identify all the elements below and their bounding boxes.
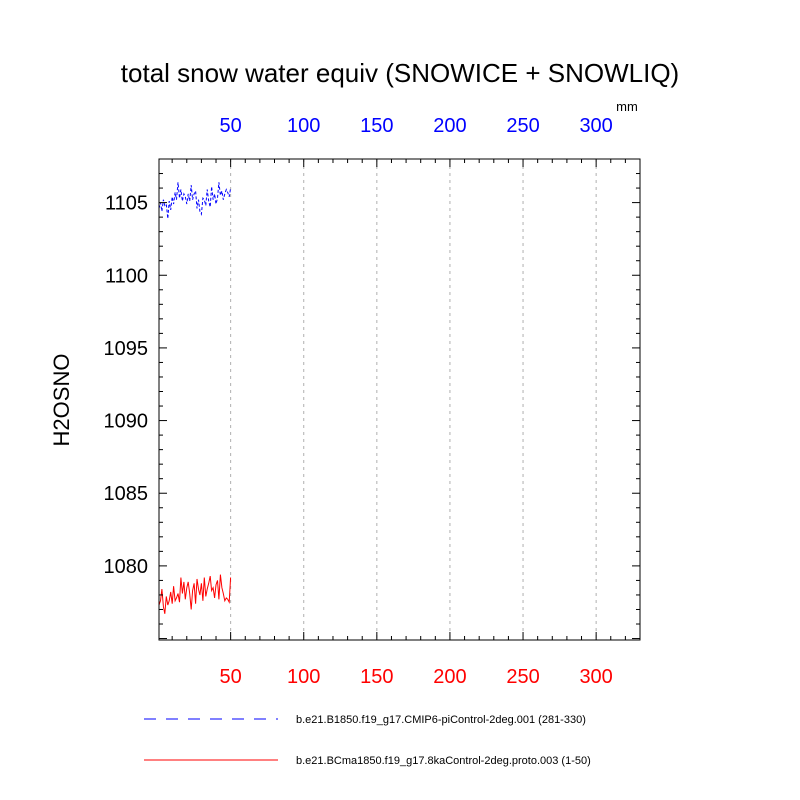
x-tick-label-top: 50 [220,115,242,137]
x-tick-label-bottom: 100 [287,666,320,688]
series-line-2 [158,574,232,614]
x-tick-label-top: 100 [287,115,320,137]
y-tick-label: 1100 [105,265,148,287]
x-tick-label-bottom: 300 [579,666,612,688]
y-tick-label: 1095 [104,338,149,360]
x-tick-label-bottom: 50 [220,666,242,688]
x-tick-label-top: 150 [360,115,393,137]
x-tick-label-top: 250 [506,115,539,137]
legend-label-2: b.e21.BCma1850.f19_g17.8kaControl-2deg.p… [296,755,591,767]
series-lines [158,182,232,614]
legend: b.e21.B1850.f19_g17.CMIP6-piControl-2deg… [144,714,591,767]
x-tick-label-bottom: 200 [433,666,466,688]
units-label: mm [616,99,638,114]
y-tick-label: 1085 [104,483,149,505]
y-tick-label: 1090 [104,411,149,433]
y-axis-label: H2OSNO [49,354,74,447]
y-tick-label: 1080 [104,556,149,578]
chart-title: total snow water equiv (SNOWICE + SNOWLI… [121,58,679,88]
series-line-1 [158,182,232,219]
axis-ticks [159,158,640,640]
x-tick-label-bottom: 250 [506,666,539,688]
grid [230,159,597,640]
y-tick-label: 1105 [105,193,148,215]
x-tick-label-bottom: 150 [360,666,393,688]
x-tick-label-top: 200 [433,115,466,137]
plot-frame [158,158,641,641]
tick-labels: 50 50 100 100 150 150 200 200 250 250 300 300 1080 10… [104,115,613,688]
legend-label-1: b.e21.B1850.f19_g17.CMIP6-piControl-2deg… [296,714,586,726]
x-tick-label-top: 300 [579,115,612,137]
